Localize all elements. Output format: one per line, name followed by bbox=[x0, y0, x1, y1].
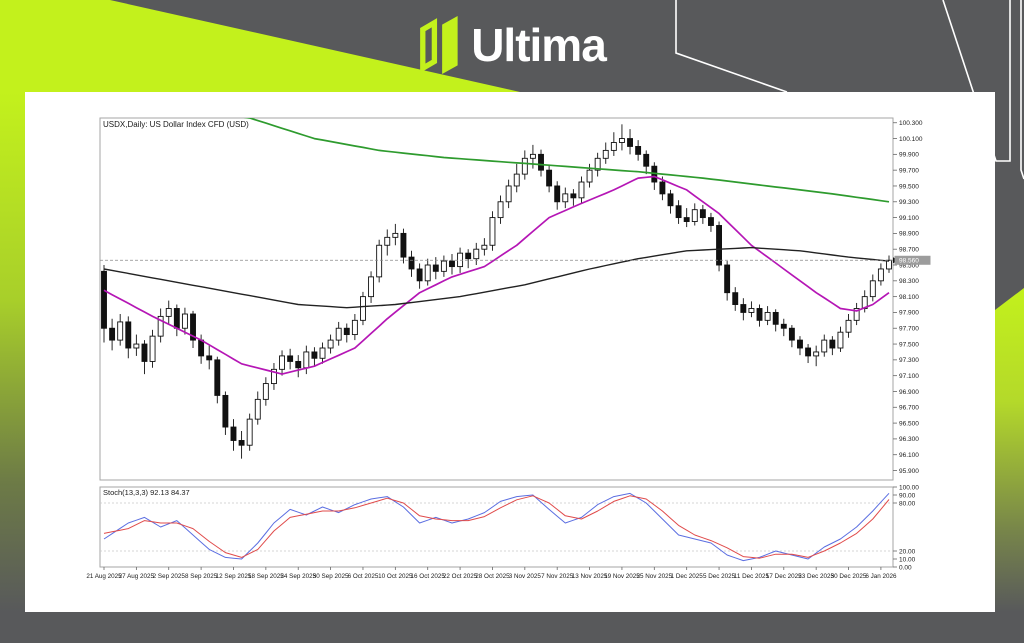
stochastic-label: Stoch(13,3,3) 92.13 84.37 bbox=[103, 488, 190, 497]
svg-text:2 Sep 2025: 2 Sep 2025 bbox=[153, 573, 186, 580]
price-pane bbox=[99, 117, 894, 481]
svg-text:10 Oct 2025: 10 Oct 2025 bbox=[378, 573, 413, 580]
ma-long-green-line bbox=[243, 118, 890, 203]
svg-text:98.700: 98.700 bbox=[899, 247, 919, 254]
svg-text:5 Dec 2025: 5 Dec 2025 bbox=[703, 573, 736, 580]
svg-text:25 Nov 2025: 25 Nov 2025 bbox=[636, 573, 672, 580]
svg-text:96.500: 96.500 bbox=[899, 420, 919, 427]
chart-svg: 100.300 100.100 99.900 99.700 99.500 99.300 99… bbox=[86, 117, 931, 580]
svg-text:21 Aug 2025: 21 Aug 2025 bbox=[86, 573, 122, 580]
chart-title: USDX,Daily: US Dollar Index CFD (USD) bbox=[103, 120, 249, 129]
svg-text:1 Dec 2025: 1 Dec 2025 bbox=[671, 573, 704, 580]
svg-text:96.900: 96.900 bbox=[899, 389, 919, 396]
green-strip-right-decoration bbox=[995, 288, 1024, 612]
svg-text:20.00: 20.00 bbox=[899, 548, 916, 555]
svg-text:100.300: 100.300 bbox=[899, 120, 923, 127]
stoch-signal-red-line bbox=[103, 495, 890, 559]
candles-group bbox=[101, 124, 892, 459]
svg-text:27 Aug 2025: 27 Aug 2025 bbox=[119, 573, 155, 580]
stochastic-pane bbox=[99, 486, 894, 568]
ma-slow-black-line bbox=[103, 246, 890, 309]
svg-text:23 Dec 2025: 23 Dec 2025 bbox=[798, 573, 834, 580]
svg-text:8 Sep 2025: 8 Sep 2025 bbox=[185, 573, 218, 580]
svg-text:22 Oct 2025: 22 Oct 2025 bbox=[443, 573, 478, 580]
svg-text:98.300: 98.300 bbox=[899, 278, 919, 285]
svg-text:30 Sep 2025: 30 Sep 2025 bbox=[313, 573, 349, 580]
svg-text:17 Dec 2025: 17 Dec 2025 bbox=[766, 573, 802, 580]
svg-text:0.00: 0.00 bbox=[899, 564, 912, 571]
svg-text:24 Sep 2025: 24 Sep 2025 bbox=[280, 573, 316, 580]
svg-text:3 Nov 2025: 3 Nov 2025 bbox=[509, 573, 542, 580]
green-strip-left-decoration bbox=[0, 92, 25, 612]
svg-text:98.900: 98.900 bbox=[899, 231, 919, 238]
ma-medium-magenta-line bbox=[103, 175, 890, 375]
current-price-badge bbox=[894, 255, 931, 265]
svg-text:98.500: 98.500 bbox=[899, 262, 919, 269]
svg-text:90.00: 90.00 bbox=[899, 492, 916, 499]
svg-text:95.900: 95.900 bbox=[899, 468, 919, 475]
svg-text:96.700: 96.700 bbox=[899, 405, 919, 412]
current-price-label: 98.560 bbox=[899, 258, 919, 265]
svg-text:99.700: 99.700 bbox=[899, 167, 919, 174]
svg-text:30 Dec 2025: 30 Dec 2025 bbox=[831, 573, 867, 580]
svg-text:19 Nov 2025: 19 Nov 2025 bbox=[604, 573, 640, 580]
ultima-logo: Ultima bbox=[418, 12, 607, 78]
svg-text:80.00: 80.00 bbox=[899, 500, 916, 507]
svg-text:13 Nov 2025: 13 Nov 2025 bbox=[572, 573, 608, 580]
svg-text:6 Oct 2025: 6 Oct 2025 bbox=[348, 573, 379, 580]
svg-text:99.300: 99.300 bbox=[899, 199, 919, 206]
svg-text:10.00: 10.00 bbox=[899, 556, 916, 563]
svg-text:100.100: 100.100 bbox=[899, 136, 923, 143]
chart-panel: 100.300 100.100 99.900 99.700 99.500 99.300 99… bbox=[25, 92, 995, 612]
svg-text:99.100: 99.100 bbox=[899, 215, 919, 222]
svg-text:100.00: 100.00 bbox=[899, 484, 919, 491]
svg-text:6 Jan 2026: 6 Jan 2026 bbox=[865, 573, 897, 580]
svg-text:97.100: 97.100 bbox=[899, 373, 919, 380]
svg-text:97.700: 97.700 bbox=[899, 326, 919, 333]
svg-text:97.900: 97.900 bbox=[899, 310, 919, 317]
svg-text:11 Dec 2025: 11 Dec 2025 bbox=[734, 573, 770, 580]
svg-text:99.900: 99.900 bbox=[899, 152, 919, 159]
svg-text:97.500: 97.500 bbox=[899, 341, 919, 348]
svg-text:28 Oct 2025: 28 Oct 2025 bbox=[475, 573, 510, 580]
svg-text:96.300: 96.300 bbox=[899, 436, 919, 443]
svg-text:96.100: 96.100 bbox=[899, 452, 919, 459]
svg-text:16 Oct 2025: 16 Oct 2025 bbox=[411, 573, 446, 580]
logo-wordmark: Ultima bbox=[471, 19, 607, 71]
ultima-logo-icon bbox=[420, 15, 458, 75]
svg-text:99.500: 99.500 bbox=[899, 183, 919, 190]
svg-text:7 Nov 2025: 7 Nov 2025 bbox=[541, 573, 574, 580]
svg-text:97.300: 97.300 bbox=[899, 357, 919, 364]
price-axis: 100.300 100.100 99.900 99.700 99.500 99.300 99… bbox=[893, 120, 923, 475]
svg-text:12 Sep 2025: 12 Sep 2025 bbox=[216, 573, 252, 580]
svg-text:98.100: 98.100 bbox=[899, 294, 919, 301]
svg-text:18 Sep 2025: 18 Sep 2025 bbox=[248, 573, 284, 580]
